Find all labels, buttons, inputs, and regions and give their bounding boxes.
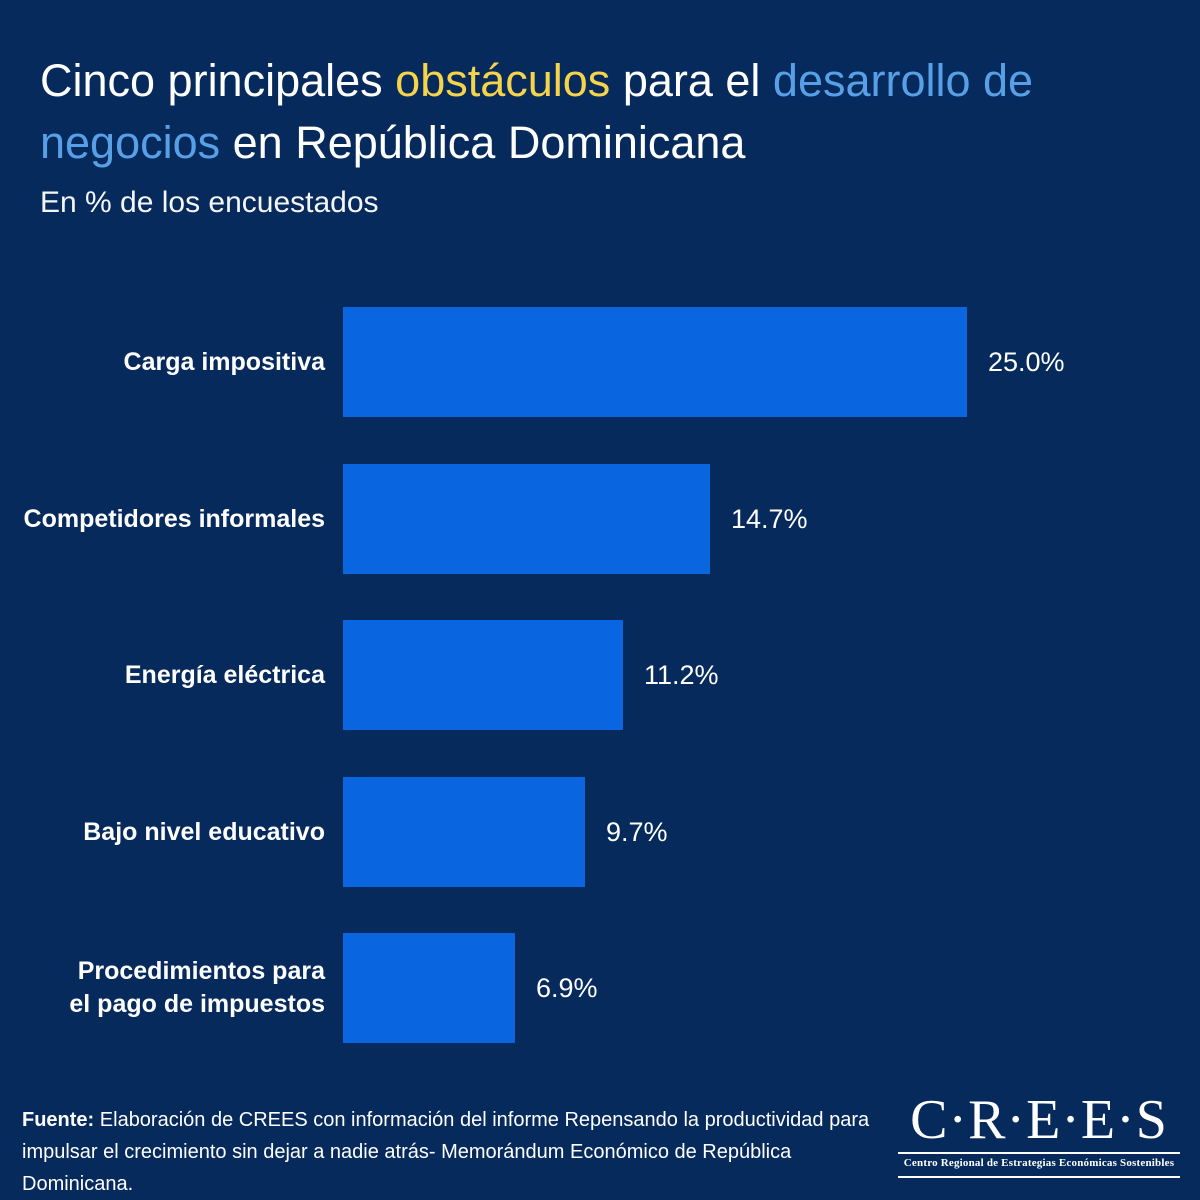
bar-row: Procedimientos para el pago de impuestos… (0, 933, 1200, 1043)
logo-divider-top (898, 1152, 1180, 1155)
bar (343, 464, 710, 574)
title-segment: Cinco principales (40, 55, 396, 106)
title-segment: en República Dominicana (220, 117, 746, 168)
bar-row: Energía eléctrica 11.2% (0, 620, 1200, 730)
bar (343, 620, 623, 730)
bar (343, 933, 515, 1043)
category-label: Energía eléctrica (124, 660, 325, 689)
crees-logo-name: C·R·E·E·S (910, 1089, 1168, 1151)
source-note: Fuente: Elaboración de CREES con informa… (22, 1104, 902, 1200)
bar (343, 777, 585, 887)
source-label: Fuente: (22, 1109, 95, 1131)
value-label: 14.7% (731, 503, 808, 534)
logo-divider-bottom (898, 1176, 1180, 1179)
crees-logo-subtitle: Centro Regional de Estrategias Económica… (903, 1157, 1175, 1170)
title-segment: obstáculos (395, 55, 611, 106)
chart-title: Cinco principales obstáculos para el des… (40, 50, 1145, 174)
value-label: 11.2% (644, 659, 719, 690)
value-label: 25.0% (988, 346, 1065, 377)
category-label: Bajo nivel educativo (83, 817, 325, 846)
category-label: Procedimientos para el pago de impuestos (69, 957, 325, 1018)
bar (343, 307, 967, 417)
category-label: Carga impositiva (123, 347, 325, 376)
value-label: 9.7% (606, 816, 668, 847)
category-label: Competidores informales (23, 504, 325, 533)
crees-logo: C·R·E·E·S Centro Regional de Estrategias… (898, 1089, 1180, 1179)
title-segment: para el (610, 55, 773, 106)
bar-row: Bajo nivel educativo 9.7% (0, 777, 1200, 887)
chart-subtitle: En % de los encuestados (40, 186, 379, 219)
value-label: 6.9% (536, 972, 598, 1003)
bar-row: Competidores informales 14.7% (0, 464, 1200, 574)
source-text: Elaboración de CREES con información del… (22, 1109, 870, 1195)
bar-row: Carga impositiva 25.0% (0, 307, 1200, 417)
title-segment: desarrollo de negocios (40, 55, 1034, 168)
